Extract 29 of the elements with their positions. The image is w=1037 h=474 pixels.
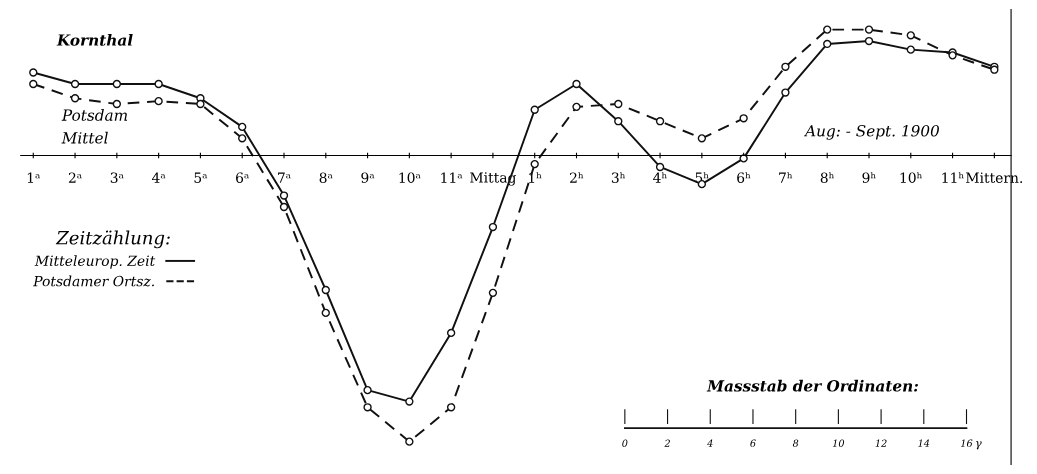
x-tick-label: 10ʰ (900, 172, 922, 183)
x-tick-label: 1ᵃ (27, 172, 40, 183)
annotation: Mittel (61, 131, 108, 144)
x-tick-label: 7ᵃ (278, 172, 291, 183)
annotation: Massstab der Ordinaten: (706, 379, 918, 392)
x-tick-label: 9ᵃ (361, 172, 375, 183)
x-tick-label: 2ʰ (570, 172, 584, 183)
legend-title: Zeitzählung: (55, 230, 170, 249)
annotation: Potsdam (61, 109, 128, 121)
legend-label: Mitteleurop. Zeit (34, 255, 156, 269)
x-tick-label: 10ᵃ (399, 172, 421, 183)
x-tick-label: 6ʰ (737, 172, 751, 183)
x-tick-label: 8ᵃ (319, 172, 333, 183)
legend-label: Potsdamer Ortsz. (33, 275, 154, 287)
x-tick-label: 5ᵃ (194, 172, 208, 183)
x-tick-label: 3ʰ (611, 172, 625, 183)
x-tick-label: 3ᵃ (110, 172, 124, 183)
x-tick-label: 9ʰ (862, 172, 876, 183)
annotation: Kornthal (56, 33, 133, 46)
x-tick-label: 7ʰ (779, 172, 793, 183)
text: 0 2 4 6 8 10 12 14 16 γ (622, 439, 982, 450)
x-tick-label: 4ᵃ (151, 172, 166, 183)
x-tick-label: 8ʰ (820, 172, 834, 183)
x-tick-label: 4ʰ (653, 172, 667, 183)
x-tick-label: 6ᵃ (236, 172, 249, 183)
x-tick-label: 11ᵃ (441, 172, 463, 183)
annotation: Aug: - Sept. 1900 (803, 125, 939, 140)
x-tick-label: 2ᵃ (68, 172, 82, 183)
x-tick-label: 11ʰ (942, 172, 964, 183)
